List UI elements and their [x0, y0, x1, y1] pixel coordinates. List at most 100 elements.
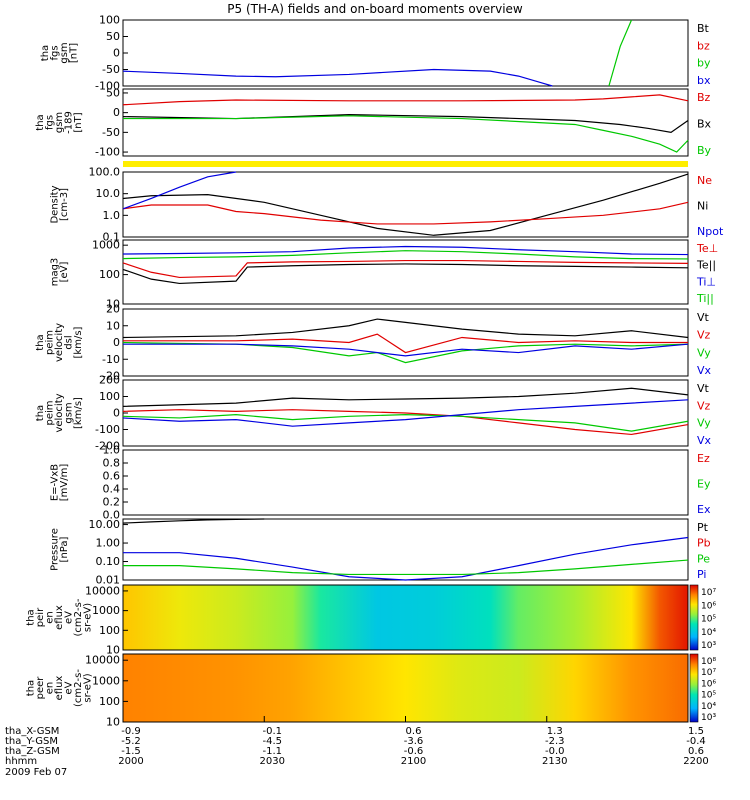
- y-tick-label: 20: [106, 303, 120, 316]
- panel-9: 10⁷ 10⁶ 10⁵ 10⁴ 10³ 10000 1000 100 10 thapeirenef…: [26, 584, 717, 656]
- y-tick-label: 1000: [92, 674, 120, 687]
- y-axis-label: gsm: [64, 402, 75, 423]
- coord-value: -1.5: [121, 746, 141, 757]
- y-tick-label: 50: [106, 30, 120, 43]
- series-line-vy: [122, 341, 689, 364]
- y-axis-label: E=-VxB: [49, 464, 60, 501]
- coord-value: 0.6: [406, 726, 422, 737]
- coord-row-label: tha_X-GSM: [5, 726, 59, 737]
- y-tick-label: 1.0: [103, 444, 121, 457]
- y-tick-label: -100: [95, 423, 120, 436]
- y-tick-label: -50: [102, 63, 120, 76]
- panel-4: 1000 100 10 mag3[eV] Te⊥ Te|| Ti⊥ Ti||: [49, 239, 718, 311]
- y-tick-label: 100: [99, 390, 120, 403]
- y-tick-label: -20: [102, 370, 120, 383]
- series-line-pt: [122, 518, 265, 524]
- legend-label: Ey: [697, 478, 711, 491]
- legend-label: Pi: [697, 568, 706, 581]
- panel-frame: [122, 19, 689, 87]
- series-line-te⊥: [122, 259, 689, 279]
- colorbar-tick-label: 10⁵: [701, 691, 716, 701]
- y-axis-label: peir: [35, 607, 46, 627]
- legend-label: Ez: [697, 452, 710, 465]
- legend-label: Bt: [697, 22, 710, 35]
- panel-frame: [122, 88, 689, 157]
- y-axis-label: sr-eV): [83, 673, 94, 702]
- series-line-vy: [122, 414, 689, 432]
- series-line-npot: [122, 171, 237, 210]
- colorbar-tick-label: 10⁵: [701, 615, 716, 625]
- colorbar: [689, 653, 699, 723]
- legend-label: Ti⊥: [696, 275, 716, 288]
- series-line-pi: [123, 536, 689, 581]
- y-axis-label: velocity: [54, 323, 65, 362]
- series-line-vz: [123, 333, 688, 354]
- date-label: 2009 Feb 07: [5, 767, 67, 778]
- y-tick-label: 1000: [92, 239, 120, 252]
- legend-label: Vz: [697, 329, 711, 342]
- legend-label: Pe: [697, 552, 710, 565]
- series-line-bz: [122, 94, 689, 106]
- y-axis-label: tha: [35, 114, 46, 130]
- y-axis-label: [cm-3]: [59, 188, 70, 221]
- y-tick-label: -100: [95, 146, 120, 159]
- colorbar-tick-label: 10⁸: [701, 657, 716, 667]
- series-line-pe: [123, 559, 689, 576]
- coord-value: -0.6: [404, 746, 424, 757]
- y-axis-label: gsm: [59, 42, 70, 63]
- y-axis-label: tha: [26, 680, 37, 696]
- colorbar-tick-label: 10⁷: [701, 588, 716, 598]
- legend-label: Bz: [697, 91, 711, 104]
- y-tick-label: 100: [99, 268, 120, 281]
- legend-label: by: [697, 57, 711, 70]
- coord-row-label: tha_Z-GSM: [5, 746, 60, 757]
- series-line-ni: [122, 173, 689, 236]
- y-axis-label: [nT]: [68, 43, 79, 63]
- panel-frame: [122, 308, 689, 377]
- panel-7: 1.00.80.60.40.20.0 E=-VxB[mV/m] Ez Ey Ex: [49, 444, 711, 522]
- y-tick-label: 0.1: [103, 231, 121, 244]
- y-axis-label: [km/s]: [73, 326, 84, 358]
- y-axis-label: peim: [45, 330, 56, 355]
- y-tick-label: -50: [102, 126, 120, 139]
- y-tick-label: -100: [95, 80, 120, 93]
- coord-value: -0.4: [686, 736, 706, 747]
- legend-label: Vt: [697, 311, 710, 324]
- legend-label: Te⊥: [696, 242, 718, 255]
- series-line-te||: [122, 263, 689, 285]
- panel-frame: [122, 584, 689, 651]
- y-axis-label: velocity: [54, 393, 65, 432]
- y-axis-label: fgs: [45, 115, 56, 130]
- y-axis-label: [mV/m]: [59, 464, 70, 502]
- legend-label: Ne: [697, 174, 712, 187]
- y-tick-label: 200: [99, 374, 120, 387]
- y-tick-label: 0.2: [103, 496, 121, 509]
- y-axis-label: tha: [26, 609, 37, 625]
- y-tick-label: 10.00: [89, 518, 121, 531]
- coord-value: 0.6: [688, 746, 704, 757]
- coord-value: -0.9: [121, 726, 141, 737]
- y-tick-label: 0: [113, 106, 120, 119]
- y-tick-label: 100: [99, 14, 120, 27]
- spectrogram-image: [123, 585, 688, 650]
- legend-label: Ni: [697, 200, 708, 213]
- coord-row-label: tha_Y-GSM: [5, 736, 58, 747]
- y-axis-label: peer: [35, 676, 46, 700]
- series-line-vz: [122, 409, 689, 436]
- coord-value: 1.5: [688, 726, 704, 737]
- legend-label: Ti||: [696, 292, 714, 305]
- legend-label: Vx: [697, 364, 712, 377]
- y-tick-label: 0.10: [96, 555, 121, 568]
- colorbar-tick-label: 10⁶: [701, 679, 716, 689]
- y-axis-label: (cm2-s-: [73, 669, 84, 707]
- y-tick-label: 10: [106, 644, 120, 657]
- panel-frame: [122, 449, 689, 516]
- legend-label: By: [697, 144, 712, 157]
- y-axis-label: tha: [35, 334, 46, 350]
- time-label: 2000: [118, 756, 143, 767]
